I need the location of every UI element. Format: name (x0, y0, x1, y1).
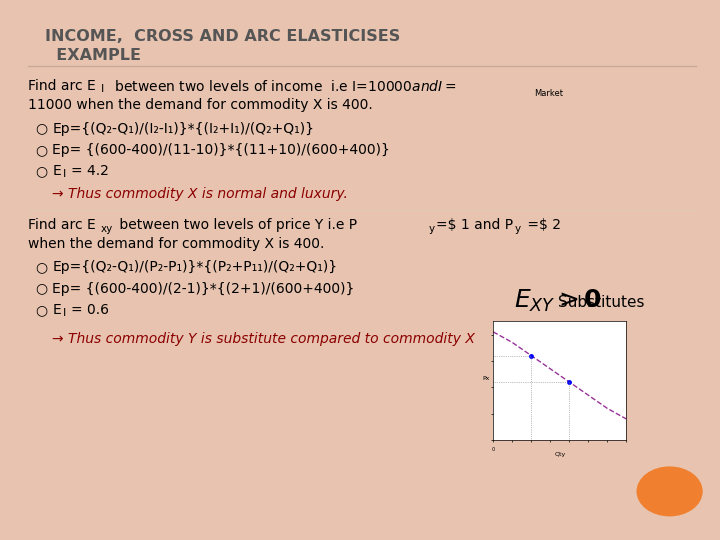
Text: ○: ○ (35, 164, 48, 178)
Text: =$ 2: =$ 2 (523, 218, 561, 232)
Text: Substitutes: Substitutes (557, 295, 644, 310)
Text: Ep={(Q₂-Q₁)/(I₂-I₁)}*{(I₂+I₁)/(Q₂+Q₁)}: Ep={(Q₂-Q₁)/(I₂-I₁)}*{(I₂+I₁)/(Q₂+Q₁)} (53, 122, 315, 136)
Text: I: I (101, 84, 104, 94)
Text: INCOME,  CROSS AND ARC ELASTICISES: INCOME, CROSS AND ARC ELASTICISES (45, 29, 400, 44)
Text: I: I (63, 308, 66, 318)
Text: = 0.6: = 0.6 (71, 303, 109, 317)
Text: Find arc E: Find arc E (27, 79, 95, 93)
Text: Market: Market (534, 89, 563, 98)
Text: between two levels of income  i.e I=$10000 and I=$: between two levels of income i.e I=$1000… (109, 79, 456, 94)
Text: y: y (515, 224, 521, 234)
Text: ○: ○ (35, 143, 48, 157)
Text: when the demand for commodity X is 400.: when the demand for commodity X is 400. (27, 237, 324, 251)
Text: Find arc E: Find arc E (27, 218, 95, 232)
Text: → Thus commodity Y is substitute compared to commodity X: → Thus commodity Y is substitute compare… (53, 332, 475, 346)
Text: $\mathit{E}_{XY} > \mathbf{0}$: $\mathit{E}_{XY} > \mathbf{0}$ (514, 288, 603, 314)
Text: between two levels of price Y i.e P: between two levels of price Y i.e P (115, 218, 358, 232)
Text: EXAMPLE: EXAMPLE (45, 48, 140, 63)
Text: E: E (53, 164, 61, 178)
Text: Ep= {(600-400)/(2-1)}*{(2+1)/(600+400)}: Ep= {(600-400)/(2-1)}*{(2+1)/(600+400)} (53, 281, 355, 295)
Text: ○: ○ (35, 281, 48, 295)
X-axis label: Qty: Qty (554, 452, 565, 457)
Text: = 4.2: = 4.2 (71, 164, 109, 178)
Text: 11000 when the demand for commodity X is 400.: 11000 when the demand for commodity X is… (27, 98, 372, 112)
Text: ○: ○ (35, 260, 48, 274)
Text: xy: xy (101, 224, 113, 234)
Text: =$ 1 and P: =$ 1 and P (436, 218, 513, 232)
Text: y: y (428, 224, 435, 234)
Y-axis label: Px: Px (482, 376, 490, 381)
Text: ○: ○ (35, 303, 48, 317)
Text: → Thus commodity X is normal and luxury.: → Thus commodity X is normal and luxury. (53, 187, 348, 201)
Text: ○: ○ (35, 122, 48, 136)
Text: Ep= {(600-400)/(11-10)}*{(11+10)/(600+400)}: Ep= {(600-400)/(11-10)}*{(11+10)/(600+40… (53, 143, 390, 157)
Text: Ep={(Q₂-Q₁)/(P₂-P₁)}*{(P₂+P₁₁)/(Q₂+Q₁)}: Ep={(Q₂-Q₁)/(P₂-P₁)}*{(P₂+P₁₁)/(Q₂+Q₁)} (53, 260, 338, 274)
Text: I: I (63, 169, 66, 179)
Text: E: E (53, 303, 61, 317)
